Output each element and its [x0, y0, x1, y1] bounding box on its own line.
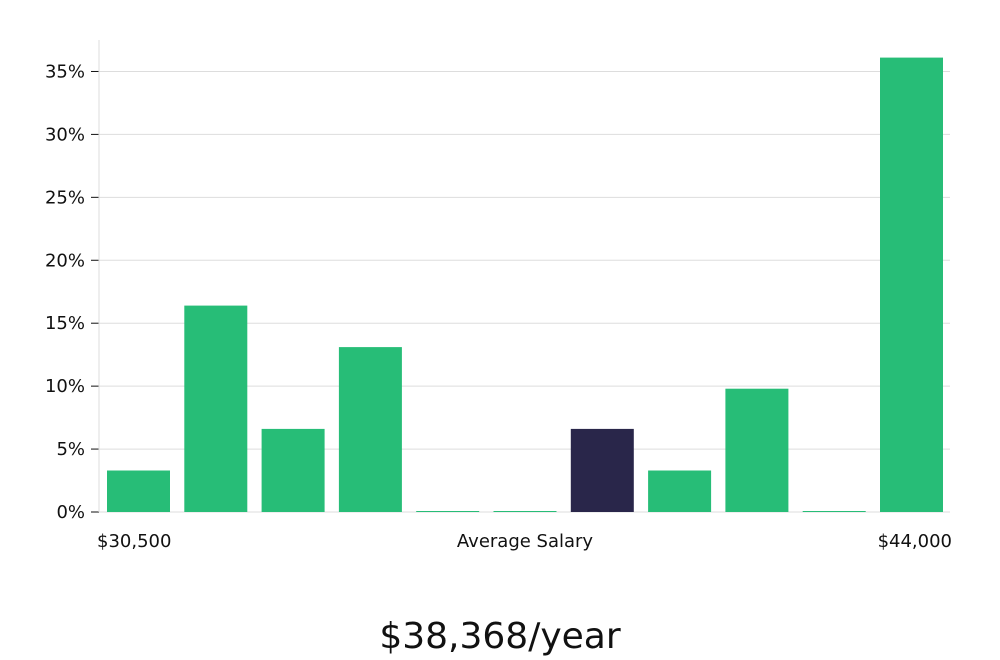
bar-9	[802, 511, 866, 512]
bar-highlighted-6	[570, 428, 634, 512]
x-axis-max-label: $44,000	[878, 531, 952, 552]
y-tick-label-25: 25%	[45, 187, 85, 208]
bars	[107, 57, 943, 512]
bar-2	[261, 428, 325, 512]
bar-3	[338, 347, 402, 512]
bar-1	[184, 305, 248, 512]
y-tick-label-15: 15%	[45, 313, 85, 334]
y-tick-label-30: 30%	[45, 124, 85, 145]
average-salary-value: $38,368/year	[379, 616, 621, 657]
y-axis-ticks: 0% 5% 10% 15% 20% 25% 30% 35%	[45, 61, 99, 523]
x-axis-title: Average Salary	[457, 531, 594, 552]
bar-5	[493, 511, 557, 512]
bar-7	[648, 470, 712, 512]
y-tick-label-35: 35%	[45, 61, 85, 82]
bar-0	[107, 470, 170, 512]
bar-8	[725, 388, 789, 512]
x-axis-min-label: $30,500	[97, 531, 171, 552]
y-tick-label-5: 5%	[56, 439, 85, 460]
bar-10	[880, 57, 943, 512]
y-tick-label-20: 20%	[45, 250, 85, 271]
y-tick-label-0: 0%	[56, 502, 85, 523]
y-tick-label-10: 10%	[45, 376, 85, 397]
bar-4	[416, 511, 480, 512]
